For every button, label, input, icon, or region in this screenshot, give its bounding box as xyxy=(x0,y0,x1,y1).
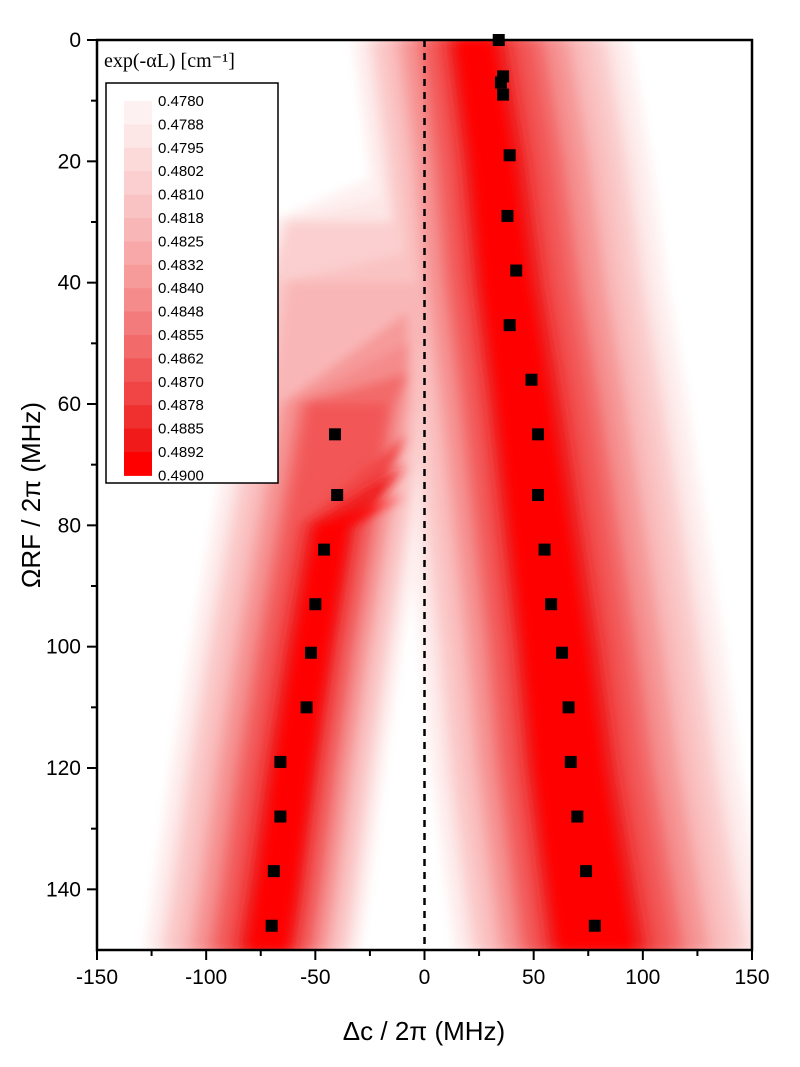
x-tick-label: 50 xyxy=(522,966,545,989)
data-point xyxy=(318,543,331,556)
legend-label: 0.4900 xyxy=(158,467,204,484)
legend-swatch xyxy=(124,335,152,359)
data-point xyxy=(532,428,545,441)
legend-label: 0.4848 xyxy=(158,304,204,321)
y-tick-label: 60 xyxy=(58,393,81,416)
legend-label: 0.4810 xyxy=(158,187,204,204)
x-tick-label: 150 xyxy=(734,966,769,989)
legend-label: 0.4855 xyxy=(158,327,204,344)
data-point xyxy=(510,264,523,277)
data-point xyxy=(274,755,287,768)
data-point xyxy=(304,646,317,659)
data-point xyxy=(503,319,516,332)
legend-swatch xyxy=(124,194,152,219)
legend-swatch xyxy=(124,311,152,336)
data-point xyxy=(532,489,545,501)
data-point xyxy=(309,598,322,611)
legend-swatch xyxy=(124,241,152,266)
legend-label: 0.4885 xyxy=(158,421,204,438)
x-tick-label: -100 xyxy=(185,966,227,989)
colorscale-legend: exp(-αL) [cm⁻¹] 0.4780 0.4788 0.4795 0.4802… xyxy=(104,50,279,484)
legend-swatch xyxy=(124,452,152,476)
y-axis-title: ΩRF / 2π (MHz) xyxy=(16,402,46,588)
legend-label: 0.4825 xyxy=(158,233,204,250)
data-point xyxy=(571,810,584,823)
data-point xyxy=(545,598,558,611)
legend-label: 0.4832 xyxy=(158,257,204,274)
legend-swatch xyxy=(124,405,152,430)
data-point xyxy=(331,489,344,501)
data-point xyxy=(525,373,538,386)
x-tick-label: -150 xyxy=(76,966,118,989)
legend-swatch xyxy=(124,288,152,313)
data-point xyxy=(494,76,507,89)
legend-label: 0.4840 xyxy=(158,280,204,297)
legend-label: 0.4818 xyxy=(158,210,204,227)
legend-label: 0.4788 xyxy=(158,116,204,133)
x-tick-label: 100 xyxy=(625,966,660,989)
data-point xyxy=(556,646,569,659)
data-point xyxy=(580,865,593,878)
data-point xyxy=(300,701,313,714)
legend-label: 0.4802 xyxy=(158,163,204,180)
y-tick-label: 0 xyxy=(69,29,81,52)
data-point xyxy=(562,701,575,714)
data-point xyxy=(497,88,510,101)
y-tick-label: 80 xyxy=(58,514,81,537)
y-tick-label: 120 xyxy=(46,757,81,780)
data-point xyxy=(274,810,287,823)
y-tick-label: 20 xyxy=(58,150,81,173)
legend-label: 0.4795 xyxy=(158,140,204,157)
legend-label: 0.4780 xyxy=(158,93,204,110)
legend-swatch xyxy=(124,124,152,149)
axis-ticks: -150 -100 -50 0 50 100 150 0 20 40 60 80 100 120 140 xyxy=(46,29,770,989)
data-point xyxy=(588,919,601,932)
legend-swatch xyxy=(124,428,152,453)
legend-swatch xyxy=(124,358,152,383)
data-point xyxy=(328,428,341,441)
heatmap-fill xyxy=(142,40,752,950)
legend-swatch xyxy=(124,101,152,125)
x-tick-label: 0 xyxy=(419,966,431,989)
legend-label: 0.4878 xyxy=(158,397,204,414)
x-tick-label: -50 xyxy=(300,966,330,989)
legend-swatch xyxy=(124,381,152,406)
y-tick-label: 40 xyxy=(58,272,81,295)
legend-label: 0.4870 xyxy=(158,374,204,391)
legend-label: 0.4862 xyxy=(158,350,204,367)
data-markers xyxy=(265,34,601,932)
data-point xyxy=(503,149,516,162)
y-tick-label: 100 xyxy=(46,636,81,659)
heatmap-band xyxy=(248,40,634,950)
x-axis-title: Δc / 2π (MHz) xyxy=(343,1016,505,1046)
legend-swatch xyxy=(124,264,152,289)
y-tick-label: 140 xyxy=(46,878,81,901)
data-point xyxy=(267,865,280,878)
data-point xyxy=(265,919,278,932)
legend-label: 0.4892 xyxy=(158,444,204,461)
legend-swatch xyxy=(124,171,152,196)
legend-title: exp(-αL) [cm⁻¹] xyxy=(104,50,235,72)
data-point xyxy=(538,543,551,556)
data-point xyxy=(501,209,514,222)
legend-swatch xyxy=(124,147,152,172)
legend-swatch xyxy=(124,218,152,242)
data-point xyxy=(564,755,577,768)
